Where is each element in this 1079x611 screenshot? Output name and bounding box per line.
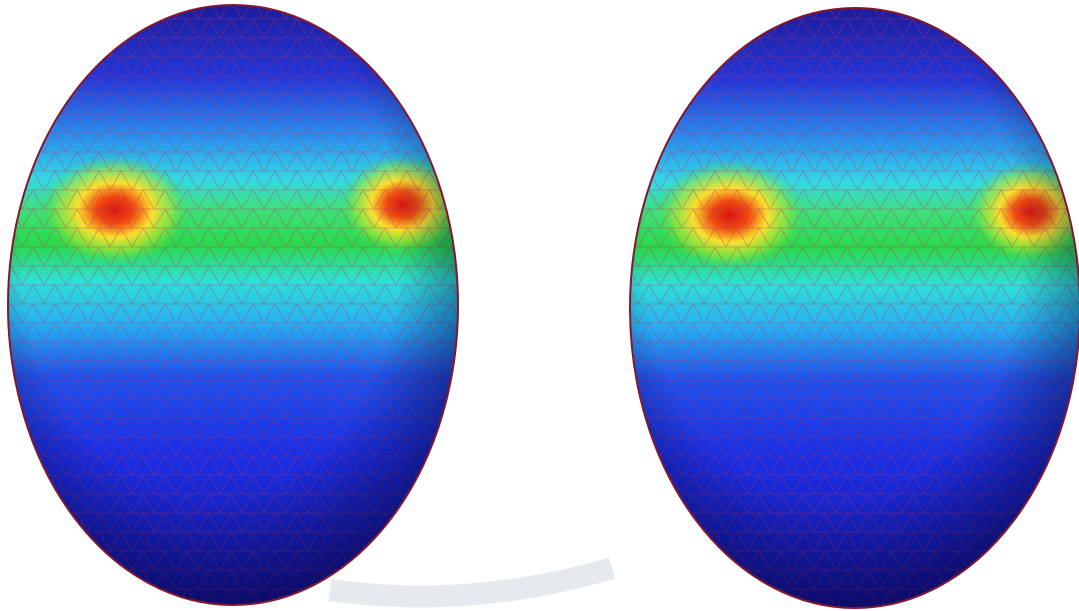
scene [0, 0, 1079, 611]
watermark-arc [330, 568, 612, 596]
shading [630, 8, 1079, 608]
left-ellipsoid [0, 0, 470, 611]
shading [8, 5, 458, 605]
page: (() => { const data = JSON.parse(documen… [0, 0, 1079, 611]
